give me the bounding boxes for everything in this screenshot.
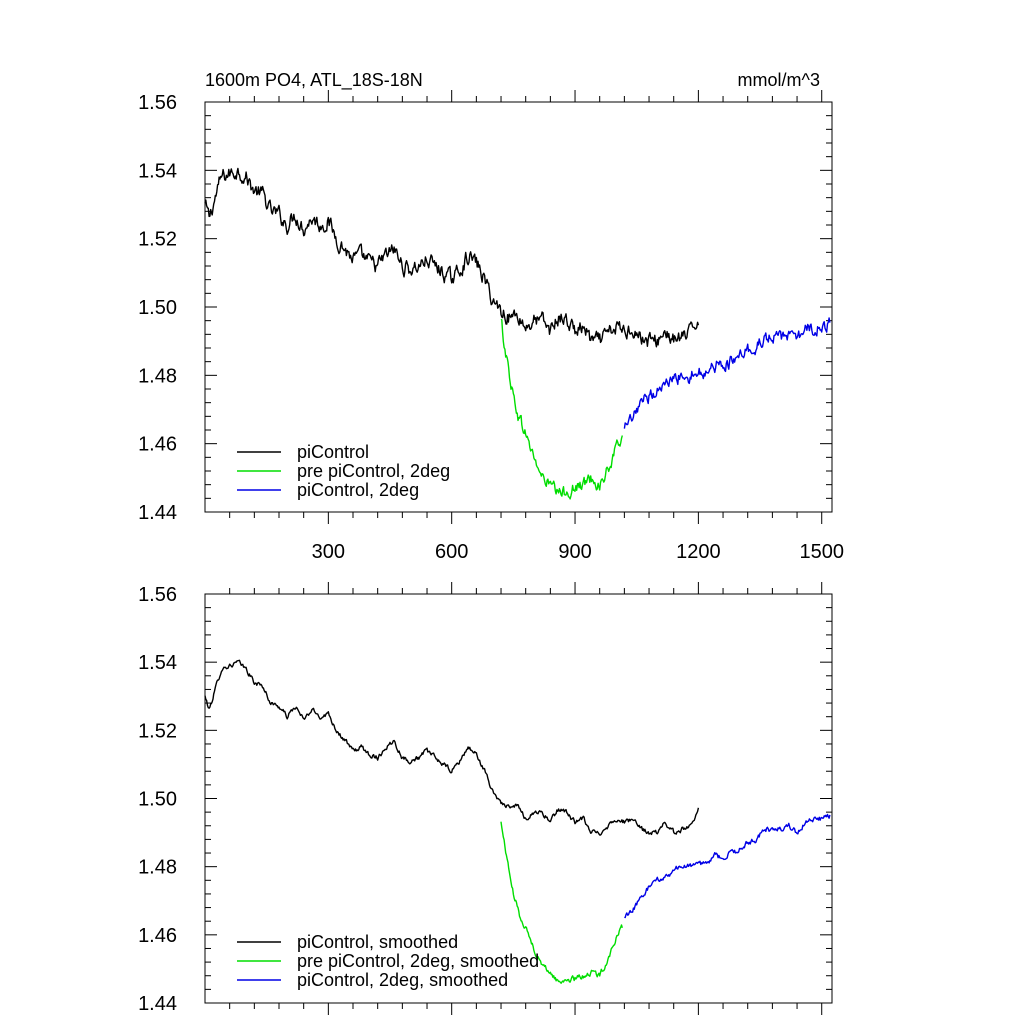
units-label: mmol/m^3: [738, 70, 820, 90]
y-tick-label: 1.52: [138, 720, 177, 742]
x-tick-label: 300: [312, 541, 345, 563]
y-tick-label: 1.54: [138, 160, 177, 182]
series-line-1: [500, 821, 623, 984]
legend-label: piControl, 2deg: [297, 480, 419, 500]
y-tick-label: 1.46: [138, 434, 177, 456]
y-tick-label: 1.48: [138, 365, 177, 387]
series-line-0: [204, 659, 700, 836]
series-line-2: [624, 813, 831, 919]
legend-label: pre piControl, 2deg, smoothed: [297, 951, 539, 971]
series-line-2: [623, 317, 831, 429]
y-tick-label: 1.50: [138, 297, 177, 319]
series-line-0: [204, 167, 700, 348]
x-tick-label: 900: [558, 541, 591, 563]
x-tick-label: 1500: [799, 541, 844, 563]
legend-label: pre piControl, 2deg: [297, 461, 450, 481]
y-tick-label: 1.50: [138, 789, 177, 811]
y-tick-label: 1.44: [138, 502, 177, 524]
chart-title: 1600m PO4, ATL_18S-18N: [205, 70, 423, 91]
y-tick-label: 1.56: [138, 584, 177, 606]
series-line-1: [500, 318, 623, 500]
y-tick-label: 1.52: [138, 229, 177, 251]
y-tick-label: 1.46: [138, 925, 177, 947]
y-tick-label: 1.54: [138, 652, 177, 674]
x-tick-label: 1200: [676, 541, 721, 563]
legend-label: piControl, 2deg, smoothed: [297, 970, 508, 990]
top-panel: 1600m PO4, ATL_18S-18N mmol/m^3 1.44 1.46…: [138, 70, 844, 563]
bottom-panel: 1.44 1.46 1.48 1.50 1.52 1.54 1.56 piControl, s…: [138, 582, 833, 1015]
y-tick-label: 1.48: [138, 857, 177, 879]
y-tick-label: 1.44: [138, 993, 177, 1015]
y-tick-label: 1.56: [138, 92, 177, 114]
legend-label: piControl, smoothed: [297, 932, 458, 952]
x-tick-label: 600: [435, 541, 468, 563]
legend-label: piControl: [297, 442, 369, 462]
